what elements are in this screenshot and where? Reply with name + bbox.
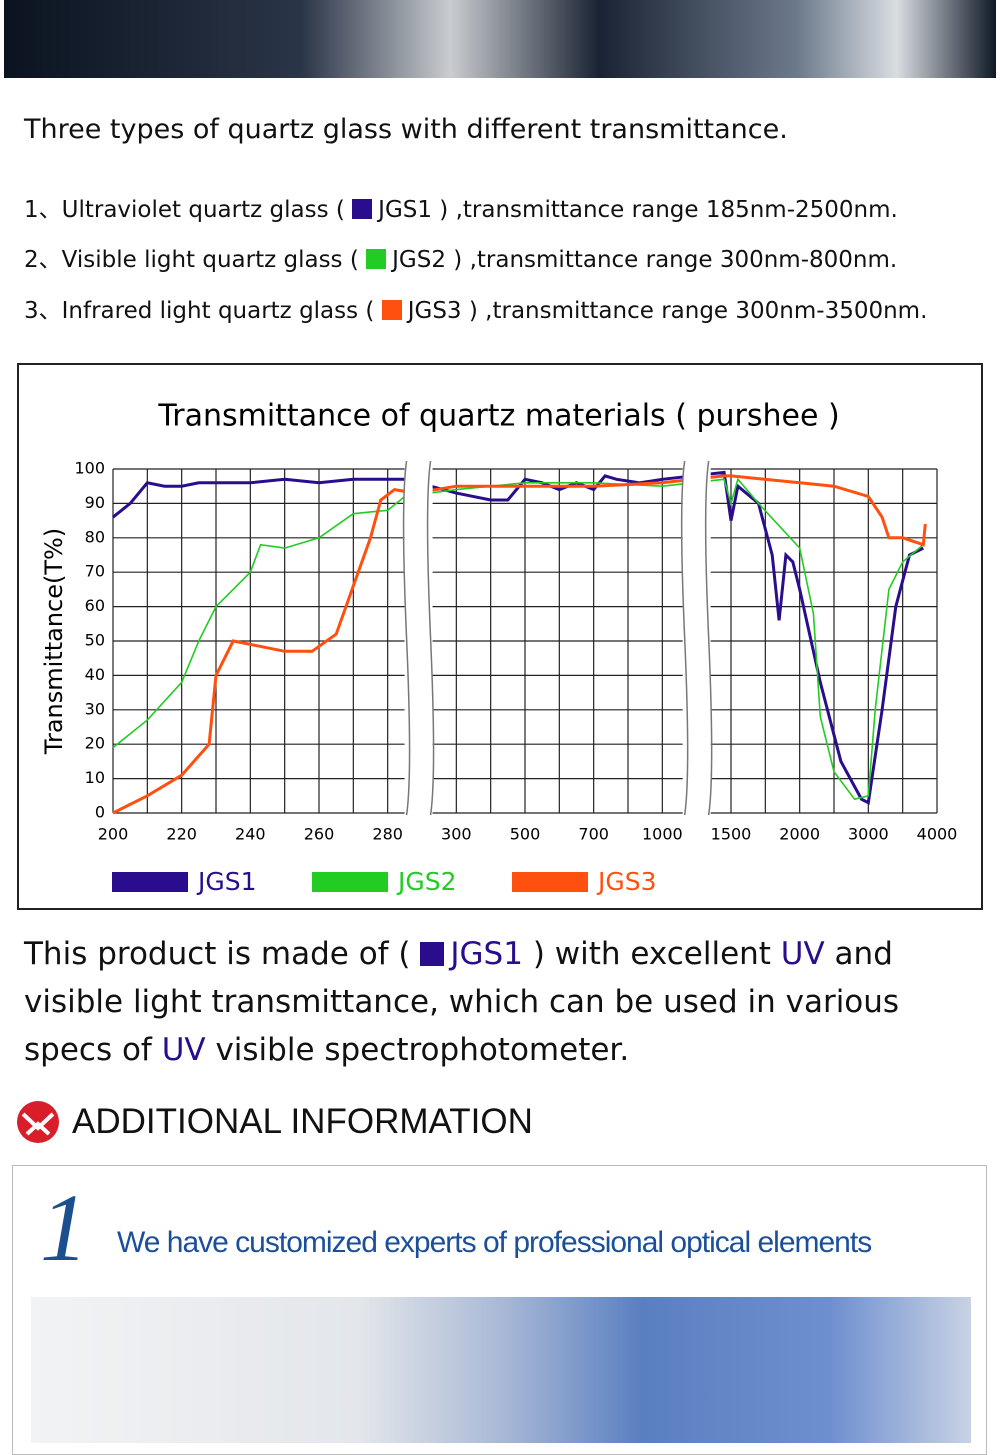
y-tick-label: 60 [85,596,105,615]
series-line [112,474,927,815]
series-line [112,477,924,801]
x-tick-label: 260 [304,825,335,844]
x-tick-label: 300 [441,825,472,844]
item-text: 1、Ultraviolet quartz glass ( [24,197,353,223]
y-tick-label: 80 [85,527,105,546]
y-tick-label: 40 [85,665,105,684]
item-text: 3、Infrared light quartz glass ( [24,298,382,324]
x-tick-label: 700 [578,825,609,844]
swatch [366,249,387,269]
swatch [381,300,402,320]
x-tick-label: 280 [372,825,403,844]
swatch [420,942,445,966]
desc-highlight: UV [161,1032,206,1068]
legend-label: JGS1 [196,867,257,896]
feature-text: We have customized experts of profession… [117,1226,872,1259]
legend-label: JGS2 [396,867,457,896]
item-code: JGS1 [378,197,432,223]
desc-text: This product is made of ( [24,936,421,972]
header-title: Three types of quartz glass with differe… [24,114,788,145]
desc-text: ) with excellent [522,936,781,972]
section-icon [17,1101,59,1143]
chart: Transmittance of quartz materials ( purs… [17,363,983,910]
axis-break-edge [704,460,713,816]
top-photo [4,0,996,78]
list-item: 2、Visible light quartz glass ( JGS2 ) ,t… [24,240,897,274]
y-tick-label: 90 [85,493,105,512]
desc-code: JGS1 [450,936,523,972]
y-tick-label: 0 [95,803,105,822]
legend-swatch [512,872,588,892]
list-item: 3、Infrared light quartz glass ( JGS3 ) ,… [24,291,927,325]
x-tick-label: 4000 [917,825,958,844]
legend-swatch [312,872,388,892]
x-tick-label: 240 [235,825,266,844]
axis-break-edge [426,460,435,816]
description: This product is made of ( JGS1 ) with ex… [24,930,984,1074]
y-tick-label: 10 [85,768,105,787]
x-tick-label: 3000 [848,825,889,844]
y-tick-label: 50 [85,631,105,650]
section-title: ADDITIONAL INFORMATION [72,1102,533,1141]
list-item: 1、Ultraviolet quartz glass ( JGS1 ) ,tra… [24,190,898,224]
item-text: ) ,transmittance range 185nm-2500nm. [432,197,898,223]
axis-break-edge [402,460,411,816]
feature-number: 1 [40,1174,88,1281]
legend-label: JGS3 [596,867,657,896]
x-tick-label: 2000 [779,825,820,844]
y-tick-label: 20 [85,734,105,753]
x-tick-label: 200 [98,825,129,844]
item-code: JGS2 [392,247,446,273]
axis-break-edge [680,460,689,816]
item-text: ) ,transmittance range 300nm-800nm. [445,247,898,273]
y-tick-label: 70 [85,562,105,581]
desc-text: visible spectrophotometer. [205,1032,630,1068]
y-tick-label: 30 [85,699,105,718]
item-text: 2、Visible light quartz glass ( [24,247,367,273]
x-tick-label: 220 [166,825,197,844]
item-code: JGS3 [407,298,462,324]
x-tick-label: 500 [510,825,541,844]
series-line [112,470,924,805]
desc-highlight: UV [780,936,825,972]
y-tick-label: 100 [74,459,105,478]
y-axis-label: Transmittance(T%) [40,528,68,755]
swatch [352,199,373,219]
legend-swatch [112,872,188,892]
chart-title: Transmittance of quartz materials ( purs… [157,399,839,434]
x-tick-label: 1000 [642,825,683,844]
desc-text: and visible light transmittance, which c… [24,936,900,1068]
photo [31,1297,971,1443]
x-tick-label: 1500 [711,825,752,844]
item-text: ) ,transmittance range 300nm-3500nm. [461,298,928,324]
